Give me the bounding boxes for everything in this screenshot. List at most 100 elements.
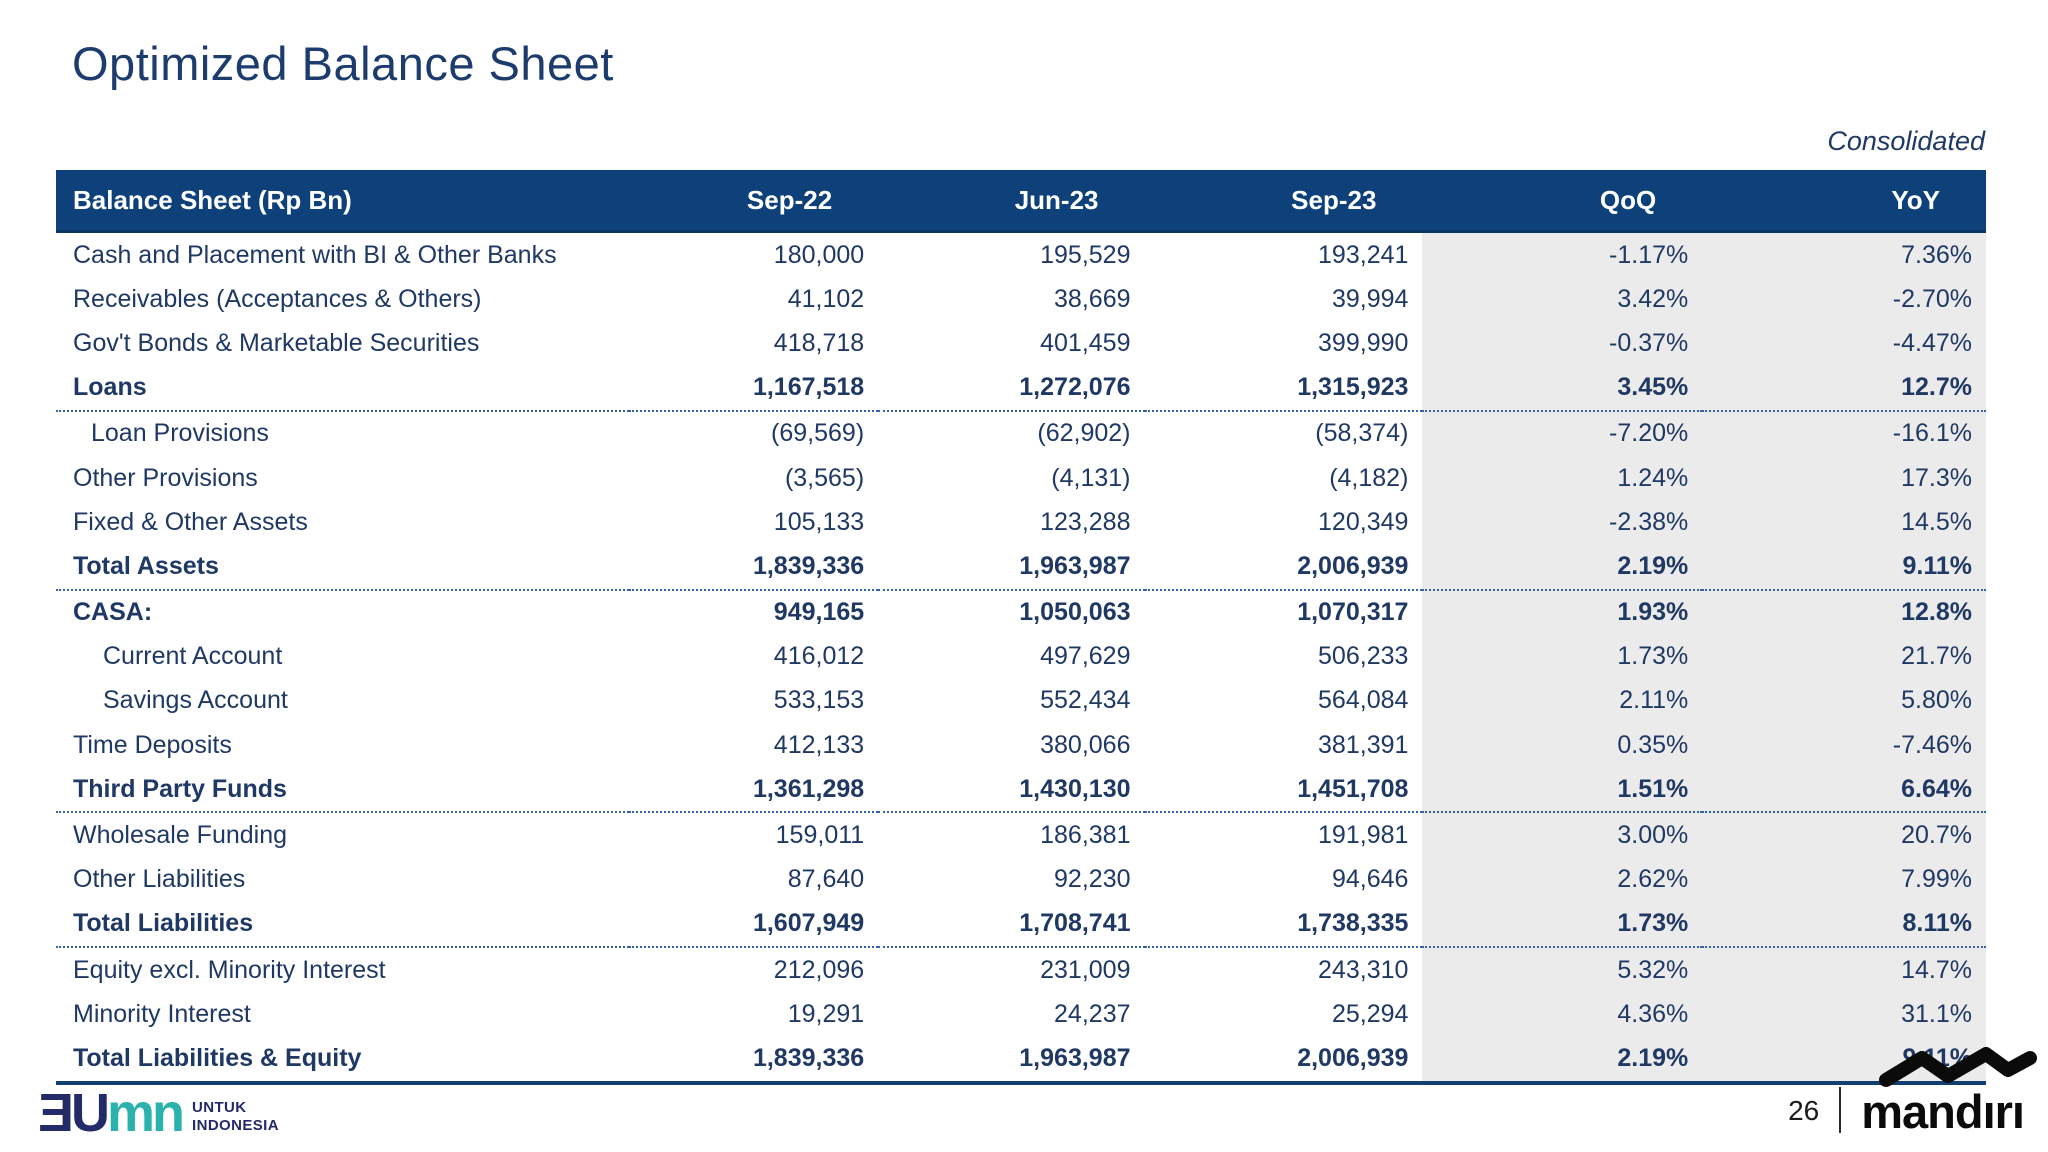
value-yoy: -2.70% [1702,277,1986,322]
mandiri-logo-text: mandırı [1861,1085,2025,1138]
table-row: Savings Account 533,153 552,434 564,084 2.11… [56,678,1986,724]
value-yoy: 31.1% [1702,992,1986,1037]
page-number: 26 [1788,1095,1820,1126]
value-sep22: 159,011 [775,821,865,850]
value-jun23: 1,963,987 [878,544,1145,591]
value-jun23: 186,381 [1040,821,1131,850]
mandiri-wave-icon [1879,1047,2037,1087]
row-label: Fixed & Other Assets [73,507,308,536]
value-jun23: 552,434 [1040,686,1131,715]
value-yoy: -4.47% [1702,321,1986,366]
value-sep23: 39,994 [1331,284,1409,313]
value-qoq: 1.73% [1422,901,1703,949]
value-qoq: 2.11% [1422,678,1703,724]
value-qoq: 3.42% [1422,277,1703,322]
value-jun23: 1,050,063 [1019,598,1131,627]
value-jun23: 497,629 [1040,642,1131,671]
value-qoq: 2.62% [1422,857,1703,902]
value-sep22: 41,102 [787,284,865,313]
value-jun23: 38,669 [1054,284,1131,313]
value-sep22: 1,361,298 [629,767,879,814]
row-label: Loan Provisions [91,419,269,448]
value-qoq: -7.20% [1422,410,1703,456]
value-yoy: 14.5% [1702,500,1986,545]
value-qoq: 5.32% [1422,947,1703,993]
value-yoy: 20.7% [1702,812,1986,858]
value-qoq: -2.38% [1422,500,1703,545]
value-sep23: 2,006,939 [1144,544,1423,591]
value-qoq: -1.17% [1422,231,1703,278]
value-sep23: 120,349 [1318,507,1409,536]
value-sep22: 533,153 [773,686,865,715]
value-sep22: 1,839,336 [629,544,879,591]
value-sep22: 1,607,949 [629,901,879,949]
value-sep22: 105,133 [773,507,865,536]
value-qoq: 1.51% [1422,767,1703,814]
bumn-tagline-line2: INDONESIA [192,1117,279,1134]
table-row: Cash and Placement with BI & Other Banks… [56,231,1986,278]
row-label: Other Liabilities [73,865,246,894]
value-jun23: 24,237 [1054,999,1131,1028]
row-label: Savings Account [103,686,288,715]
footer-right: 26 mandırı [1788,1044,2037,1138]
value-sep22: 1,839,336 [629,1036,879,1085]
value-qoq: -0.37% [1422,321,1703,366]
value-yoy: 12.8% [1702,589,1986,635]
value-jun23: 1,430,130 [878,767,1145,814]
value-sep23: 25,294 [1331,999,1409,1028]
table-row: Time Deposits 412,133 380,066 381,391 0.35% -… [56,723,1986,768]
value-jun23: 380,066 [1040,730,1131,759]
value-sep23: 1,738,335 [1144,901,1423,949]
table-row: Current Account 416,012 497,629 506,233 1.73… [56,634,1986,679]
value-sep23: 1,070,317 [1297,598,1409,627]
value-sep22: 1,167,518 [629,365,879,412]
bumn-logo: ƎUmn UNTUK INDONESIA [38,1086,279,1140]
value-sep23: (58,374) [1315,419,1409,448]
value-yoy: 14.7% [1702,947,1986,993]
bumn-tagline: UNTUK INDONESIA [192,1091,279,1135]
value-sep22: 412,133 [773,730,865,759]
row-label: Total Liabilities & Equity [56,1036,630,1085]
table-row: Wholesale Funding 159,011 186,381 191,981 3.… [56,812,1986,858]
value-jun23: 1,963,987 [878,1036,1145,1085]
bumn-logo-text-secondary: mn [107,1083,185,1143]
table-row: Minority Interest 19,291 24,237 25,294 4.36%… [56,992,1986,1037]
value-qoq: 1.24% [1422,455,1703,501]
row-label: Minority Interest [73,999,251,1028]
bumn-tagline-line1: UNTUK [192,1099,247,1116]
value-yoy: -7.46% [1702,723,1986,768]
value-qoq: 4.36% [1422,992,1703,1037]
value-yoy: 7.99% [1702,857,1986,902]
value-yoy: 21.7% [1702,634,1986,679]
col-header-qoq: QoQ [1422,170,1703,233]
value-sep23: 193,241 [1318,240,1409,269]
footer-divider [1839,1087,1842,1133]
value-sep22: 416,012 [773,642,865,671]
value-qoq: 2.19% [1422,1036,1703,1085]
row-label: Loans [56,365,630,412]
table-row: Equity excl. Minority Interest 212,096 231… [56,947,1986,993]
value-qoq: 0.35% [1422,723,1703,768]
value-sep23: (4,182) [1329,463,1409,492]
value-qoq: 3.45% [1422,365,1703,412]
table-row: Fixed & Other Assets 105,133 123,288 120,34… [56,500,1986,545]
value-sep23: 2,006,939 [1144,1036,1423,1085]
table-row: CASA: 949,165 1,050,063 1,070,317 1.93% 12.8% [56,589,1986,635]
consolidated-note: Consolidated [1827,126,1985,156]
value-sep22: (3,565) [784,463,865,492]
value-sep22: 212,096 [773,955,865,984]
mandiri-logo: mandırı [1861,1044,2037,1138]
value-sep23: 1,315,923 [1144,365,1423,412]
row-label: Third Party Funds [56,767,630,814]
value-sep22: 19,291 [787,999,865,1028]
value-jun23: (62,902) [1037,419,1131,448]
row-label: Gov't Bonds & Marketable Securities [73,328,480,357]
table-row: Other Provisions (3,565) (4,131) (4,182) 1.2… [56,455,1986,501]
value-jun23: 1,272,076 [878,365,1145,412]
table-row: Receivables (Acceptances & Others) 41,102… [56,277,1986,322]
row-label: Receivables (Acceptances & Others) [73,284,482,313]
table-row: Total Liabilities 1,607,949 1,708,741 1,738… [56,901,1986,949]
value-jun23: (4,131) [1051,463,1131,492]
value-jun23: 195,529 [1040,240,1131,269]
